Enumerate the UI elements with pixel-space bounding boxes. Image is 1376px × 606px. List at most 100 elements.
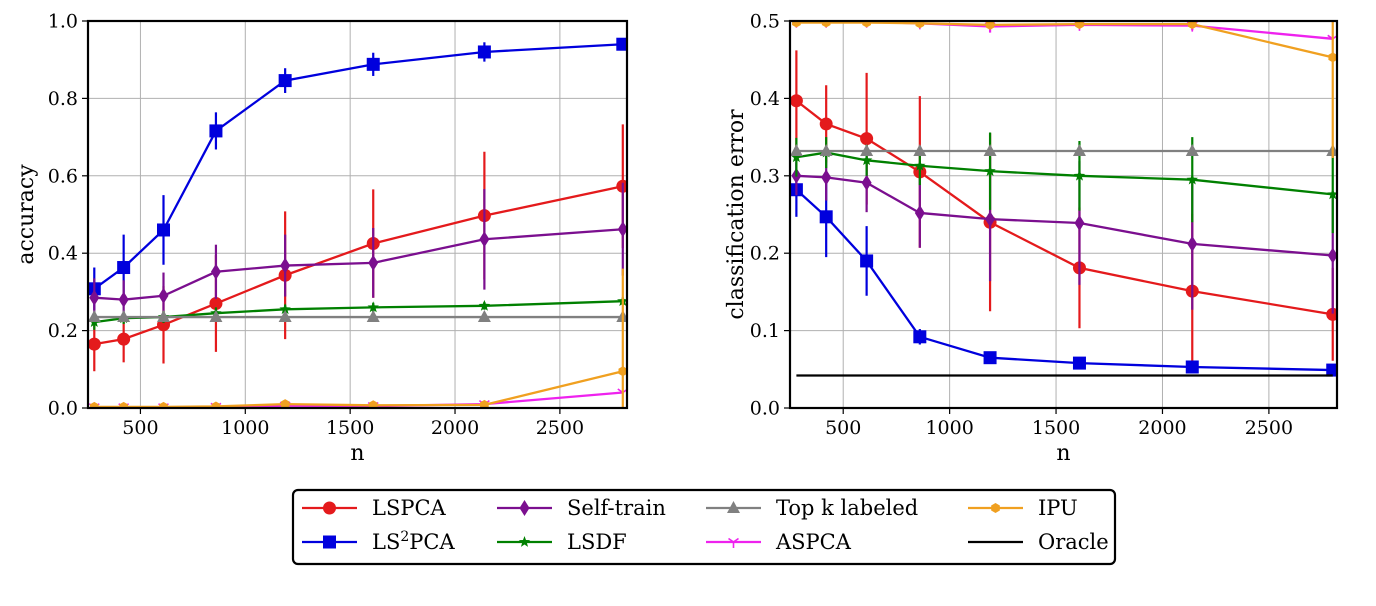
ticks: 500 1000 1500 2000 2500 0.0 0.1 0.2 0.3 0.4 0.5 xyxy=(750,11,1293,440)
data-point xyxy=(914,204,925,221)
data-point xyxy=(89,289,100,306)
plot-area xyxy=(790,21,1337,377)
series-line xyxy=(796,21,1334,59)
data-point xyxy=(983,351,997,365)
data-point xyxy=(819,210,833,224)
data-point xyxy=(792,21,801,28)
data-point xyxy=(211,401,221,408)
data-point xyxy=(983,144,997,157)
data-point xyxy=(1187,235,1198,252)
data-point xyxy=(209,297,223,311)
data-point xyxy=(278,310,292,323)
data-point xyxy=(915,21,925,29)
data-point xyxy=(1187,21,1197,30)
legend-entry-top-k-labeled: Top k labeled xyxy=(706,496,918,520)
data-point xyxy=(862,21,871,28)
data-point xyxy=(280,399,290,408)
plot-frame xyxy=(86,19,629,410)
data-point xyxy=(117,261,131,275)
data-point xyxy=(860,254,874,268)
data-point xyxy=(366,310,380,323)
legend-entry-lsdf: LSDF xyxy=(497,530,627,554)
data-point xyxy=(159,401,168,408)
classification-error-chart: 500 1000 1500 2000 2500 0.0 0.1 0.2 0.3 0.4 0.5 n cl… xyxy=(724,11,1339,466)
data-point xyxy=(118,291,129,308)
legend-marker xyxy=(728,537,739,548)
data-point xyxy=(617,221,627,238)
legend-entry-oracle: Oracle xyxy=(968,530,1109,554)
y-tick-label: 0.3 xyxy=(750,165,780,187)
data-point xyxy=(157,223,171,237)
series-self-train xyxy=(89,182,627,319)
data-point xyxy=(477,310,491,323)
series-line xyxy=(795,188,1333,372)
data-point xyxy=(1327,247,1337,264)
data-point xyxy=(984,165,996,177)
legend: LSPCA LS2PCA Self-train LSDF Top k labeled AS… xyxy=(291,488,1117,566)
data-point xyxy=(1326,144,1337,157)
legend-marker xyxy=(991,503,1000,513)
data-point xyxy=(914,159,926,171)
data-point xyxy=(616,310,627,323)
data-point xyxy=(280,257,291,274)
y-tick-label: 0.2 xyxy=(48,320,78,342)
legend-marker xyxy=(518,536,531,547)
x-tick-label: 2500 xyxy=(1245,417,1293,439)
legend-marker xyxy=(323,535,336,549)
legend-entry-ipu: IPU xyxy=(968,496,1078,520)
y-tick-label: 0.4 xyxy=(48,243,78,265)
y-tick-label: 0.0 xyxy=(48,398,78,420)
series-line xyxy=(94,228,623,301)
data-point xyxy=(860,144,874,157)
legend-label: LSPCA xyxy=(372,496,447,520)
data-point xyxy=(616,37,627,51)
grid xyxy=(790,20,1337,409)
series-line xyxy=(94,370,624,408)
series-line xyxy=(93,43,623,290)
series-line xyxy=(795,99,1333,316)
y-tick-label: 0.4 xyxy=(750,88,780,110)
legend-label: ASPCA xyxy=(775,530,852,554)
series-line xyxy=(796,151,1333,196)
data-point xyxy=(1326,307,1337,321)
data-point xyxy=(985,211,996,228)
x-tick-label: 2000 xyxy=(431,417,479,439)
data-point xyxy=(913,144,927,157)
data-point xyxy=(157,310,171,323)
legend-entry-ls2pca: LS2PCA xyxy=(302,529,455,554)
data-point xyxy=(1185,360,1199,374)
series-top-k-labeled xyxy=(88,310,627,323)
x-axis-label: n xyxy=(350,441,364,466)
series-line xyxy=(796,174,1333,257)
data-point xyxy=(209,124,223,138)
data-point xyxy=(985,21,995,30)
data-point xyxy=(278,74,292,88)
data-point xyxy=(1186,173,1198,185)
y-tick-label: 1.0 xyxy=(48,11,78,33)
data-point xyxy=(117,310,131,323)
legend-marker xyxy=(727,501,740,513)
legend-label: Top k labeled xyxy=(776,496,918,520)
series-ls2pca xyxy=(790,162,1337,377)
data-point xyxy=(117,332,131,346)
plot-frame xyxy=(788,19,1339,410)
data-point xyxy=(1185,144,1199,157)
data-point xyxy=(89,401,99,408)
data-point xyxy=(1073,169,1086,181)
x-tick-label: 1000 xyxy=(925,417,973,439)
data-point xyxy=(618,366,627,377)
legend-entry-aspca: ASPCA xyxy=(706,530,852,554)
data-point xyxy=(1072,144,1086,157)
data-point xyxy=(913,330,927,344)
legend-marker xyxy=(519,500,530,516)
y-tick-label: 0.0 xyxy=(750,398,780,420)
data-point xyxy=(1074,215,1085,232)
x-tick-label: 2000 xyxy=(1138,417,1186,439)
data-point xyxy=(119,401,128,408)
y-tick-label: 0.2 xyxy=(750,243,780,265)
data-point xyxy=(367,301,379,313)
series-line xyxy=(94,185,624,346)
y-axis-label: classification error xyxy=(724,109,749,320)
series-aspca xyxy=(88,388,627,408)
legend-label: LS2PCA xyxy=(372,529,455,554)
